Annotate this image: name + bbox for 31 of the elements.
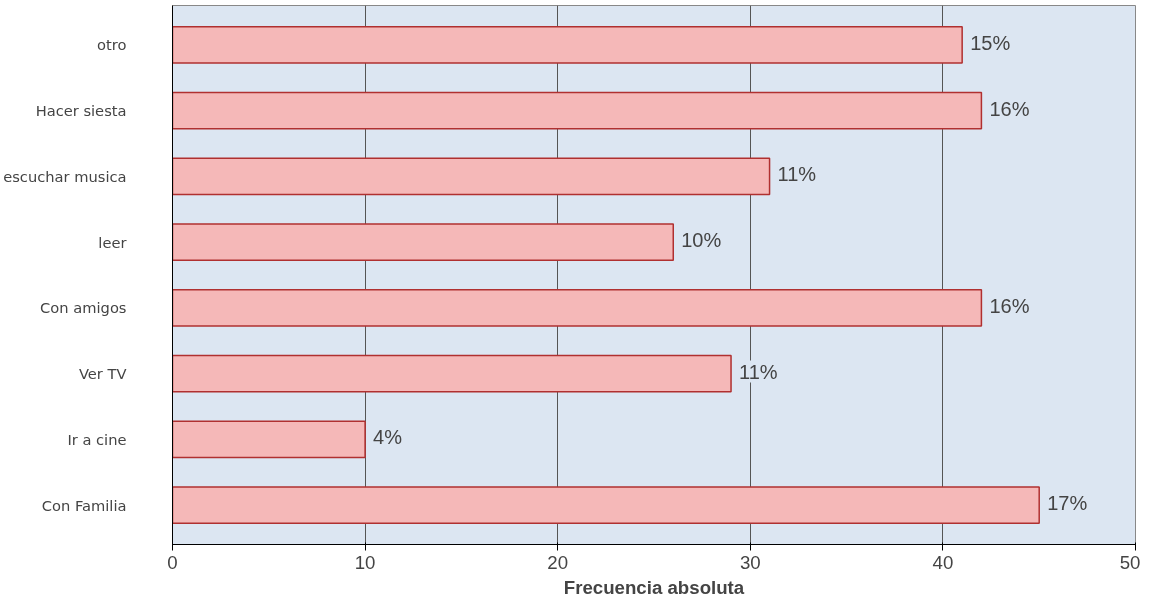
x-tick-label: 30 [739,551,761,573]
bar [172,289,983,327]
x-tick-label: 0 [167,551,178,573]
y-tick-label: Hacer siesta [35,102,127,120]
y-tick-label: Con Familia [41,496,127,514]
annotation: 10% [681,229,722,252]
x-tick-label: 40 [932,551,954,573]
y-tick-label: otro [97,36,127,54]
bar [172,157,771,196]
x-tick-label: 20 [547,551,569,573]
y-tick-label: leer [98,233,128,251]
annotation: 16% [989,294,1030,317]
annotation: 17% [1047,492,1088,515]
annotation: 16% [989,97,1030,120]
x-axis-title: Frecuencia absoluta [563,576,745,598]
bar [172,486,1040,524]
x-tick-label: 50 [1119,551,1141,573]
bar [172,354,732,393]
x-tick-label: 10 [354,551,376,573]
y-tick-label: escuchar musica [3,167,127,185]
annotation: 11% [777,163,817,186]
bar [172,223,675,261]
bar [172,420,366,459]
bar [172,91,983,130]
y-tick-label: Con amigos [40,299,127,317]
annotation: 11% [739,360,778,383]
annotation: 15% [970,31,1011,54]
annotation: 4% [373,426,403,449]
y-tick-label: Ir a cine [67,430,127,448]
y-tick-label: Ver TV [78,365,127,383]
bar [172,26,963,64]
